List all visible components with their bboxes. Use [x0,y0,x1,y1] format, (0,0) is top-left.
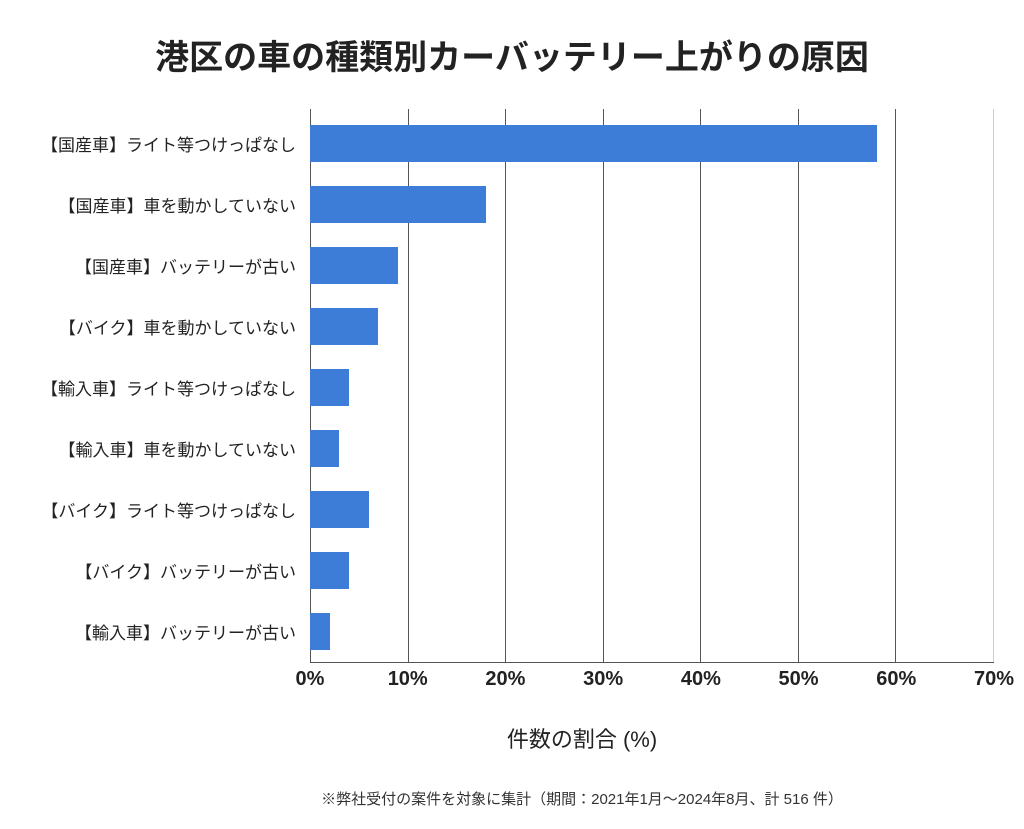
bar-row [310,601,994,662]
bar-row [310,479,994,540]
y-label: 【国産車】バッテリーが古い [30,235,310,296]
bar [310,186,486,224]
x-tick: 10% [388,668,428,691]
x-axis-label: 件数の割合 (%) [170,722,994,754]
chart-container: 【国産車】ライト等つけっぱなし 【国産車】車を動かしていない 【国産車】バッテリ… [30,109,994,809]
x-tick: 40% [681,668,721,691]
x-tick: 0% [296,668,325,691]
x-tick: 30% [583,668,623,691]
y-label: 【国産車】車を動かしていない [30,174,310,235]
bar-row [310,235,994,296]
bar-row [310,113,994,174]
bar [310,552,349,590]
bar [310,369,349,407]
y-label: 【バイク】ライト等つけっぱなし [30,479,310,540]
x-tick: 20% [485,668,525,691]
bar [310,125,877,163]
y-label: 【輸入車】ライト等つけっぱなし [30,357,310,418]
chart-title: 港区の車の種類別カーバッテリー上がりの原因 [30,30,994,79]
y-label: 【バイク】バッテリーが古い [30,540,310,601]
y-label: 【輸入車】バッテリーが古い [30,601,310,662]
bar-row [310,357,994,418]
x-tick: 60% [876,668,916,691]
y-label: 【輸入車】車を動かしていない [30,418,310,479]
bar [310,491,369,529]
bar [310,613,330,651]
x-axis-ticks: 0%10%20%30%40%50%60%70% [310,662,994,694]
bars-layer [310,109,994,662]
bar [310,430,339,468]
bar [310,308,378,346]
bar-row [310,540,994,601]
y-label: 【国産車】ライト等つけっぱなし [30,113,310,174]
bar-row [310,174,994,235]
y-label: 【バイク】車を動かしていない [30,296,310,357]
bar-row [310,418,994,479]
chart-plot-area: 【国産車】ライト等つけっぱなし 【国産車】車を動かしていない 【国産車】バッテリ… [30,109,994,662]
bar [310,247,398,285]
plot-region [310,109,994,662]
x-tick: 70% [974,668,1014,691]
x-tick: 50% [779,668,819,691]
bar-row [310,296,994,357]
y-axis-labels: 【国産車】ライト等つけっぱなし 【国産車】車を動かしていない 【国産車】バッテリ… [30,109,310,662]
chart-footnote: ※弊社受付の案件を対象に集計（期間：2021年1月〜2024年8月、計 516 … [170,788,994,809]
